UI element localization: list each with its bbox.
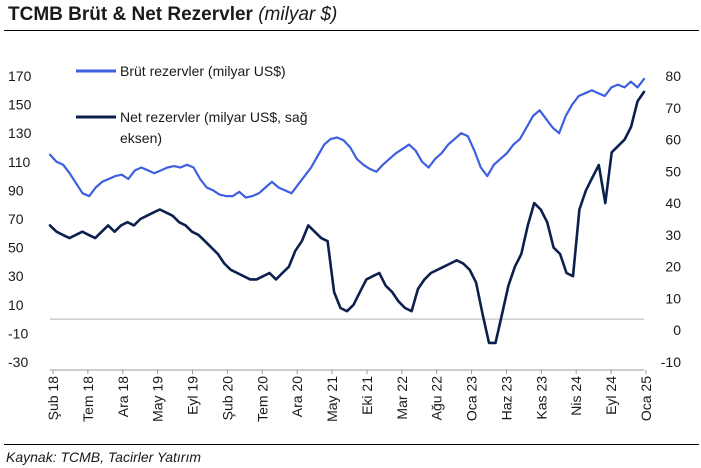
x-tick-label: Eki 21 bbox=[359, 376, 375, 415]
chart-title-main: TCMB Brüt & Net Rezervler bbox=[8, 4, 253, 25]
y-left-tick-label: -30 bbox=[8, 354, 28, 370]
x-tick-label: Eyl 24 bbox=[603, 376, 619, 415]
y-left-tick-label: 130 bbox=[8, 125, 32, 141]
y-left-tick-label: -10 bbox=[8, 325, 28, 341]
x-tick-label: Ağu 22 bbox=[429, 376, 445, 421]
y-left-tick-label: 30 bbox=[8, 268, 24, 284]
bottom-rule bbox=[4, 444, 699, 445]
x-tick-label: May 21 bbox=[324, 376, 340, 422]
chart-title: TCMB Brüt & Net Rezervler (milyar $) bbox=[8, 4, 337, 26]
y-right-tick-label: 40 bbox=[665, 195, 681, 211]
x-tick-label: Şub 18 bbox=[45, 376, 61, 421]
y-left-tick-label: 90 bbox=[8, 182, 24, 198]
x-tick-label: Haz 23 bbox=[498, 376, 514, 421]
x-tick-label: Kas 23 bbox=[533, 376, 549, 420]
top-rule bbox=[4, 30, 699, 31]
x-tick-label: Mar 22 bbox=[394, 376, 410, 420]
y-left-tick-label: 50 bbox=[8, 240, 24, 256]
y-right-tick-label: 50 bbox=[665, 163, 681, 179]
series-line-net bbox=[48, 90, 646, 345]
x-tick-label: Şub 20 bbox=[219, 376, 235, 421]
y-right-tick-label: 10 bbox=[665, 290, 681, 306]
source-note: Kaynak: TCMB, Tacirler Yatırım bbox=[6, 449, 202, 465]
y-right-tick-label: 20 bbox=[665, 259, 681, 275]
y-left-tick-label: 70 bbox=[8, 211, 24, 227]
chart-series bbox=[48, 77, 646, 345]
x-tick-label: Eyl 19 bbox=[185, 376, 201, 415]
legend-label-net: Net rezervler (milyar US$, sağ eksen) bbox=[120, 109, 308, 146]
y-left-tick-label: 150 bbox=[8, 97, 32, 113]
x-tick-label: Tem 20 bbox=[254, 376, 270, 422]
x-tick-label: Ara 20 bbox=[289, 376, 305, 417]
y-right-tick-label: 0 bbox=[673, 322, 681, 338]
y-left-tick-label: 110 bbox=[8, 154, 31, 170]
legend-label-gross: Brüt rezervler (milyar US$) bbox=[120, 63, 286, 79]
chart-grid bbox=[50, 318, 644, 371]
chart-legend: Brüt rezervler (milyar US$) Net rezervler… bbox=[76, 63, 308, 146]
y-left-tick-label: 170 bbox=[8, 68, 32, 84]
chart-axes: 170 150 130 110 90 70 50 30 10 -10 -30 80 70 60 50 40 30… bbox=[8, 68, 681, 422]
y-right-tick-label: 70 bbox=[665, 100, 681, 116]
x-tick-label: Tem 18 bbox=[80, 376, 96, 422]
chart-area: 170 150 130 110 90 70 50 30 10 -10 -30 80 70 60 50 40 30… bbox=[8, 63, 681, 422]
y-right-tick-label: -10 bbox=[661, 354, 681, 370]
x-tick-label: Oca 23 bbox=[464, 376, 480, 421]
y-right-tick-label: 80 bbox=[665, 68, 681, 84]
series-line-gross bbox=[48, 77, 646, 199]
x-tick-label: Nis 24 bbox=[568, 376, 584, 416]
y-left-tick-label: 10 bbox=[8, 297, 24, 313]
y-right-tick-label: 60 bbox=[665, 132, 681, 148]
x-tick-label: Ara 18 bbox=[115, 376, 131, 417]
x-tick-label: Oca 25 bbox=[638, 376, 654, 421]
chart-title-unit: (milyar $) bbox=[258, 4, 338, 25]
y-right-tick-label: 30 bbox=[665, 227, 681, 243]
x-tick-label: May 19 bbox=[150, 376, 166, 422]
